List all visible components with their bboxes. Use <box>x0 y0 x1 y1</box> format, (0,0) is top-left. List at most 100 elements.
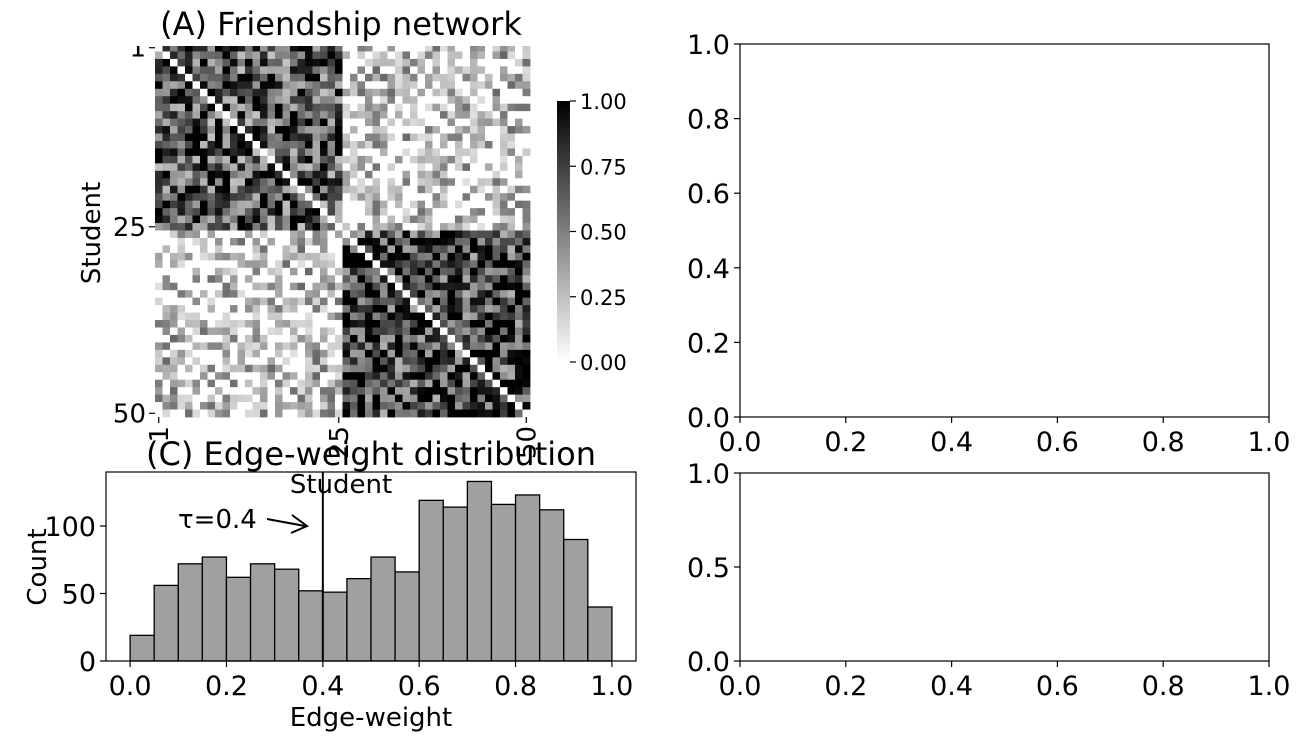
heatmap-cell <box>275 312 283 321</box>
heatmap-cell <box>410 103 418 112</box>
heatmap-cell <box>162 342 171 351</box>
heatmap-cell <box>515 297 523 306</box>
heatmap-cell <box>477 230 486 239</box>
heatmap-cell <box>432 357 441 366</box>
heatmap-cell <box>275 275 283 284</box>
heatmap-cell <box>282 364 291 373</box>
heatmap-cell <box>245 81 253 90</box>
heatmap-cell <box>425 96 433 105</box>
heatmap-cell <box>357 140 366 149</box>
heatmap-cell <box>365 208 373 216</box>
heatmap-cell <box>440 237 448 246</box>
heatmap-cell <box>515 58 523 67</box>
heatmap-cell <box>470 66 478 75</box>
heatmap-cell <box>462 208 471 216</box>
heatmap-cell <box>387 148 396 157</box>
heatmap-cell <box>380 357 388 366</box>
heatmap-cell <box>170 394 178 403</box>
heatmap-cell <box>155 267 163 276</box>
heatmap-cell <box>260 96 268 105</box>
heatmap-cell <box>470 133 478 142</box>
heatmap-cell <box>320 305 328 313</box>
heatmap-cell <box>515 282 523 291</box>
heatmap-cell <box>185 208 193 216</box>
heatmap-cell <box>170 88 178 97</box>
heatmap-cell <box>200 155 208 164</box>
heatmap-cell <box>425 252 433 261</box>
heatmap-cell <box>425 297 433 306</box>
heatmap-cell <box>282 402 291 410</box>
heatmap-cell <box>500 320 508 328</box>
heatmap-cell <box>155 126 163 134</box>
heatmap-cell <box>215 73 223 82</box>
heatmap-cell <box>237 349 246 358</box>
heatmap-cell <box>215 245 223 254</box>
heatmap-cell <box>507 282 516 291</box>
heatmap-cell <box>282 297 291 306</box>
heatmap-cell <box>207 185 216 194</box>
heatmap-cell <box>357 305 366 313</box>
heatmap-cell <box>335 282 343 291</box>
heatmap-cell <box>192 252 201 261</box>
y-tick-label: 0.2 <box>687 328 730 359</box>
heatmap-cell <box>335 305 343 313</box>
heatmap-cell <box>440 148 448 157</box>
heatmap-cell <box>177 402 186 410</box>
heatmap-cell <box>350 290 358 299</box>
heatmap-cell <box>372 148 381 157</box>
heatmap-cell <box>290 185 298 194</box>
histogram-bar <box>273 568 300 662</box>
heatmap-cell <box>267 409 276 418</box>
heatmap-cell <box>440 111 448 119</box>
heatmap-cell <box>462 170 471 179</box>
heatmap-cell <box>380 148 388 157</box>
heatmap-cell <box>357 118 366 127</box>
heatmap-cell <box>492 103 501 112</box>
heatmap-cell <box>290 118 298 127</box>
heatmap-cell <box>170 103 178 112</box>
heatmap-cell <box>395 185 403 194</box>
heatmap-cell <box>260 260 268 269</box>
heatmap-cell <box>410 275 418 284</box>
heatmap-cell <box>500 230 508 239</box>
heatmap-cell <box>380 349 388 358</box>
heatmap-cell <box>207 223 216 231</box>
heatmap-cell <box>185 327 193 336</box>
heatmap-cell <box>440 327 448 336</box>
heatmap-cell <box>297 185 306 194</box>
heatmap-cell <box>380 88 388 97</box>
heatmap-cell <box>455 305 463 313</box>
heatmap-cell <box>297 290 306 299</box>
heatmap-cell <box>372 200 381 209</box>
heatmap-cell <box>312 409 321 418</box>
heatmap-cell <box>260 208 268 216</box>
heatmap-cell <box>275 387 283 396</box>
heatmap-cell <box>290 297 298 306</box>
heatmap-cell <box>485 379 493 388</box>
heatmap-cell <box>372 267 381 276</box>
heatmap-cell <box>260 245 268 254</box>
heatmap-cell <box>335 342 343 351</box>
heatmap-cell <box>440 275 448 284</box>
heatmap-cell <box>522 394 531 403</box>
heatmap-cell <box>470 148 478 157</box>
heatmap-cell <box>267 96 276 105</box>
heatmap-cell <box>402 58 411 67</box>
heatmap-cell <box>282 409 291 418</box>
heatmap-cell <box>200 394 208 403</box>
heatmap-cell <box>282 66 291 75</box>
heatmap-cell <box>222 223 231 231</box>
heatmap-cell <box>237 111 246 119</box>
heatmap-cell <box>335 364 343 373</box>
heatmap-cell <box>410 178 418 187</box>
heatmap-cell <box>327 290 336 299</box>
heatmap-cell <box>162 267 171 276</box>
heatmap-cell <box>192 185 201 194</box>
heatmap-cell <box>245 178 253 187</box>
heatmap-cell <box>200 372 208 381</box>
heatmap-cell <box>432 327 441 336</box>
heatmap-cell <box>327 357 336 366</box>
heatmap-cell <box>335 66 343 75</box>
heatmap-cell <box>380 275 388 284</box>
heatmap-cell <box>185 252 193 261</box>
